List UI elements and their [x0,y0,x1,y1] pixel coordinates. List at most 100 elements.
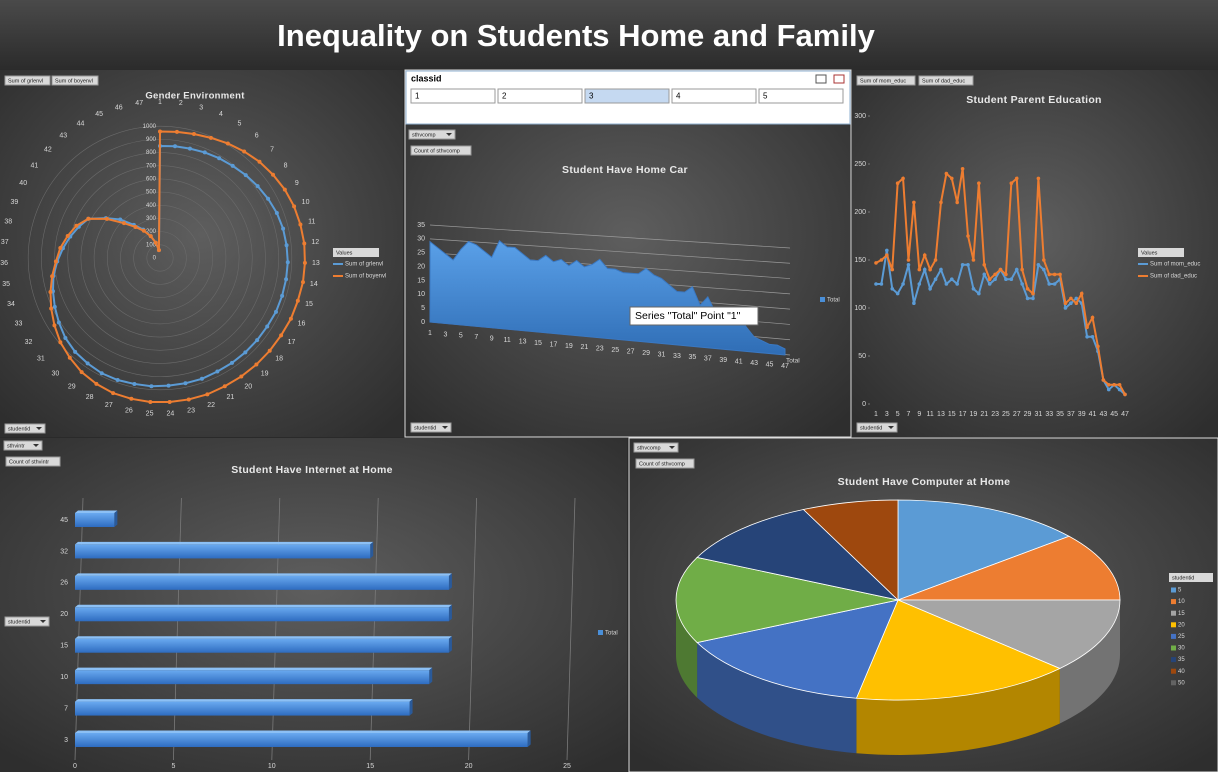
field-button-label[interactable]: sthvcomp [637,445,661,451]
field-button-bg[interactable] [410,145,472,156]
field-button-label[interactable]: studentid [414,425,436,431]
field-button-bg[interactable] [4,75,51,86]
field-button-label[interactable]: studentid [860,425,882,431]
slicer-item-bg[interactable] [584,88,670,104]
point [292,204,297,209]
field-button[interactable]: studentid [410,422,452,433]
slicer-item[interactable]: 1 [410,88,496,104]
field-button[interactable]: studentid [4,423,46,434]
point [890,287,895,291]
field-button-label[interactable]: Count of sthvcomp [639,461,685,467]
legend-swatch [1171,645,1176,651]
filter-icon[interactable] [442,426,448,429]
category-label: 36 [0,260,8,267]
field-button-label[interactable]: sthvcomp [412,132,436,138]
slicer-icons[interactable] [815,74,845,84]
field-button-bg[interactable] [633,442,679,453]
filter-icon[interactable] [33,444,39,447]
field-button-label[interactable]: Sum of boyenvl [55,78,93,84]
legend-swatch [1171,633,1176,639]
pie-slice [696,509,900,601]
slicer-item[interactable]: 3 [584,88,670,104]
field-button[interactable]: sthvintr [3,440,43,451]
bar [75,701,410,716]
point [148,234,153,239]
legend-title-bg[interactable] [1169,573,1213,582]
y-tick-label: 1000 [143,124,157,130]
y-tick-label: 700 [146,163,157,169]
x-tick-label: 39 [719,357,727,364]
field-button-bg[interactable] [635,458,695,469]
slicer-item-label[interactable]: 2 [502,92,507,101]
slicer-item-label[interactable]: 3 [589,92,594,101]
category-label: 15 [305,301,313,308]
filter-icon[interactable] [888,426,894,429]
field-button-bg[interactable] [4,423,46,434]
point [1069,296,1073,301]
point [282,187,287,192]
field-button[interactable]: Count of sthvcomp [410,145,472,156]
point [1123,392,1127,397]
bar-side [114,510,118,527]
x-tick-label: 41 [735,359,743,366]
field-button-bg[interactable] [51,75,99,86]
filter-icon[interactable] [40,620,46,623]
field-button-bg[interactable] [3,440,43,451]
slicer-item-label[interactable]: 1 [415,92,420,101]
field-button-bg[interactable] [410,422,452,433]
field-button-bg[interactable] [4,616,50,627]
filter-icon[interactable] [446,133,452,136]
point [885,253,889,257]
slicer-item-label[interactable]: 5 [763,92,768,101]
category-label: 18 [275,356,283,363]
category-label: 47 [135,100,143,107]
legend-label: Sum of mom_educ [1150,262,1200,268]
field-button-label[interactable]: sthvintr [7,443,25,449]
filter-icon[interactable] [669,446,675,449]
x-tick-label: 25 [563,763,571,770]
field-button-bg[interactable] [856,75,916,86]
field-button-label[interactable]: Count of sthvcomp [414,148,460,154]
field-button-label[interactable]: Sum of mom_educ [860,78,906,84]
field-button[interactable]: Sum of dad_educ [918,75,974,86]
category-label: 22 [207,402,215,409]
field-button[interactable]: Sum of mom_educ [856,75,916,86]
field-button[interactable]: Count of sthvintr [5,456,61,467]
point [288,316,293,321]
filter-icon[interactable] [36,427,42,430]
slicer-item-bg[interactable] [758,88,844,104]
field-button-bg[interactable] [5,456,61,467]
field-button[interactable]: sthvcomp [408,129,456,140]
bar [75,544,371,559]
field-button[interactable]: studentid [4,616,50,627]
field-button-label[interactable]: Count of sthvintr [9,459,49,465]
slicer-item-bg[interactable] [497,88,583,104]
point [987,277,992,282]
slicer-item-bg[interactable] [671,88,757,104]
category-label: 43 [59,132,67,139]
point [971,287,976,291]
field-button[interactable]: studentid [856,422,898,433]
point [225,141,230,146]
slicer-item-label[interactable]: 4 [676,92,681,101]
slicer-item[interactable]: 5 [758,88,844,104]
slicer-item[interactable]: 4 [671,88,757,104]
category-label: 28 [86,394,94,401]
field-button-label[interactable]: studentid [8,426,30,432]
field-button[interactable]: sthvcomp [633,442,679,453]
field-button[interactable]: Count of sthvcomp [635,458,695,469]
slicer-item[interactable]: 2 [497,88,583,104]
point [1004,272,1008,277]
slicer-item-bg[interactable] [410,88,496,104]
field-button[interactable]: Sum of boyenvl [51,75,99,86]
legend-title[interactable]: studentid [1172,575,1194,581]
field-button-label[interactable]: Sum of grlenvl [8,78,43,84]
field-button-label[interactable]: Sum of dad_educ [922,78,965,84]
field-button-bg[interactable] [856,422,898,433]
legend-swatch [1171,657,1176,663]
field-button-bg[interactable] [918,75,974,86]
grid-line [271,497,281,761]
field-button-label[interactable]: studentid [8,619,30,625]
field-button[interactable]: Sum of grlenvl [4,75,51,86]
field-button-bg[interactable] [408,129,456,140]
